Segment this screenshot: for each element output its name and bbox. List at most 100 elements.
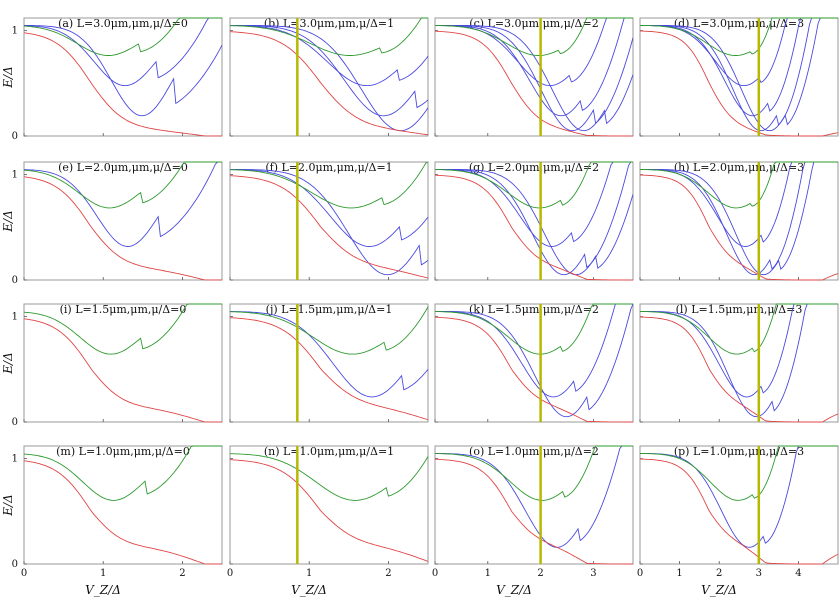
panel-frame [434,161,634,281]
x-axis-label: V_Z/Δ [701,583,737,597]
x-tick-label: 0 [637,568,643,579]
red-lowest-curve [229,459,429,562]
x-tick-label: 2 [179,568,185,579]
green-band-curve [640,445,838,501]
y-tick-label: 0 [12,131,18,142]
panel-title: (f) L=2.0μm,μm,μ/Δ=1 [265,161,392,174]
panel-frame [639,161,839,281]
panel-f: (f) L=2.0μm,μm,μ/Δ=1 [229,161,429,281]
panel-frame [23,17,223,137]
green-band-curve [23,17,222,56]
y-tick-label: 0 [12,275,18,286]
red-lowest-curve [639,458,839,565]
blue-band-curve [435,168,634,276]
blue-band-curve [23,161,222,247]
panel-m: (m) L=1.0μm,μm,μ/Δ=0 0 1 0 1 2 [12,445,223,579]
red-lowest-curve [639,174,839,281]
red-lowest-curve [23,32,222,137]
green-band-curve [640,303,838,355]
panel-title: (c) L=3.0μm,μm,μ/Δ=2 [469,17,598,30]
red-lowest-curve [434,458,633,565]
panel-frame [23,445,223,565]
panel-frame [639,17,839,137]
panel-title: (g) L=2.0μm,μm,μ/Δ=2 [469,161,599,174]
panel-p: (p) L=1.0μm,μm,μ/Δ=3 0 1 2 3 4 [637,445,839,579]
green-band-curve [434,445,633,501]
x-tick-label: 3 [756,568,762,579]
blue-band-curve [230,24,429,117]
panel-title: (n) L=1.0μm,μm,μ/Δ=1 [264,445,394,458]
panel-frame [23,303,223,423]
blue-band-curve [640,445,838,548]
green-band-curve [640,17,838,56]
panel-title: (h) L=2.0μm,μm,μ/Δ=3 [674,161,804,174]
green-band-curve [229,161,429,209]
panel-i: (i) L=1.5μm,μm,μ/Δ=0 0 1 [12,303,223,428]
blue-band-curve [639,161,838,247]
y-axis-label: E/Δ [1,494,15,516]
panel-h: (h) L=2.0μm,μm,μ/Δ=3 [639,161,839,281]
x-tick-label: 0 [21,568,27,579]
panel-j: (j) L=1.5μm,μm,μ/Δ=1 [229,303,429,423]
red-lowest-curve [434,30,633,137]
x-tick-label: 1 [100,568,106,579]
y-tick-label: 1 [12,26,18,37]
green-band-curve [23,161,222,209]
blue-band-curve [640,161,838,276]
x-tick-label: 2 [385,568,391,579]
panel-title: (j) L=1.5μm,μm,μ/Δ=1 [266,303,393,316]
blue-band-curve [230,168,429,276]
blue-band-curve [23,24,223,117]
panel-g: (g) L=2.0μm,μm,μ/Δ=2 [434,161,634,281]
panel-frame [229,17,429,137]
panel-title: (o) L=1.0μm,μm,μ/Δ=2 [469,445,599,458]
blue-band-curve [435,161,633,276]
panel-frame [434,445,634,565]
panel-frame [639,303,839,423]
y-tick-label: 1 [12,454,18,465]
x-tick-label: 2 [716,568,722,579]
red-lowest-curve [229,317,429,421]
x-tick-label: 0 [227,568,233,579]
red-lowest-curve [639,30,839,137]
x-tick-label: 1 [485,568,491,579]
red-lowest-curve [23,460,222,565]
red-lowest-curve [229,175,429,279]
x-axis-label: V_Z/Δ [496,583,532,597]
y-axis-label: E/Δ [1,66,15,88]
x-tick-label: 3 [590,568,596,579]
y-tick-label: 0 [12,559,18,570]
panel-o: (o) L=1.0μm,μm,μ/Δ=2 0 1 2 3 [432,445,634,579]
panel-a: (a) L=3.0μm,μm,μ/Δ=0 0 1 [12,17,223,142]
panel-frame [434,303,634,423]
blue-band-curve [435,303,633,398]
blue-band-curve [639,303,838,398]
red-lowest-curve [23,318,222,423]
y-tick-label: 0 [12,417,18,428]
x-tick-label: 2 [537,568,543,579]
blue-band-curve [435,24,634,132]
y-tick-label: 1 [12,170,18,181]
red-lowest-curve [23,176,222,281]
panel-title: (i) L=1.5μm,μm,μ/Δ=0 [60,303,187,316]
panel-frame [229,161,429,281]
x-tick-label: 1 [676,568,682,579]
panel-e: (e) L=2.0μm,μm,μ/Δ=0 0 1 [12,161,223,286]
blue-band-curve [640,17,838,132]
green-band-curve [640,161,838,209]
green-band-curve [230,17,428,56]
y-tick-label: 1 [12,312,18,323]
green-band-curve [434,17,633,56]
panel-frame [639,445,839,565]
green-band-curve [434,303,633,355]
x-axis-label: V_Z/Δ [85,583,121,597]
panel-title: (a) L=3.0μm,μm,μ/Δ=0 [58,17,188,30]
panel-title: (e) L=2.0μm,μm,μ/Δ=0 [58,161,188,174]
green-band-curve [229,306,429,355]
green-band-curve [23,445,222,501]
blue-band-curve [435,161,633,247]
panel-frame [23,161,223,281]
x-tick-label: 0 [432,568,438,579]
x-tick-label: 1 [306,568,312,579]
